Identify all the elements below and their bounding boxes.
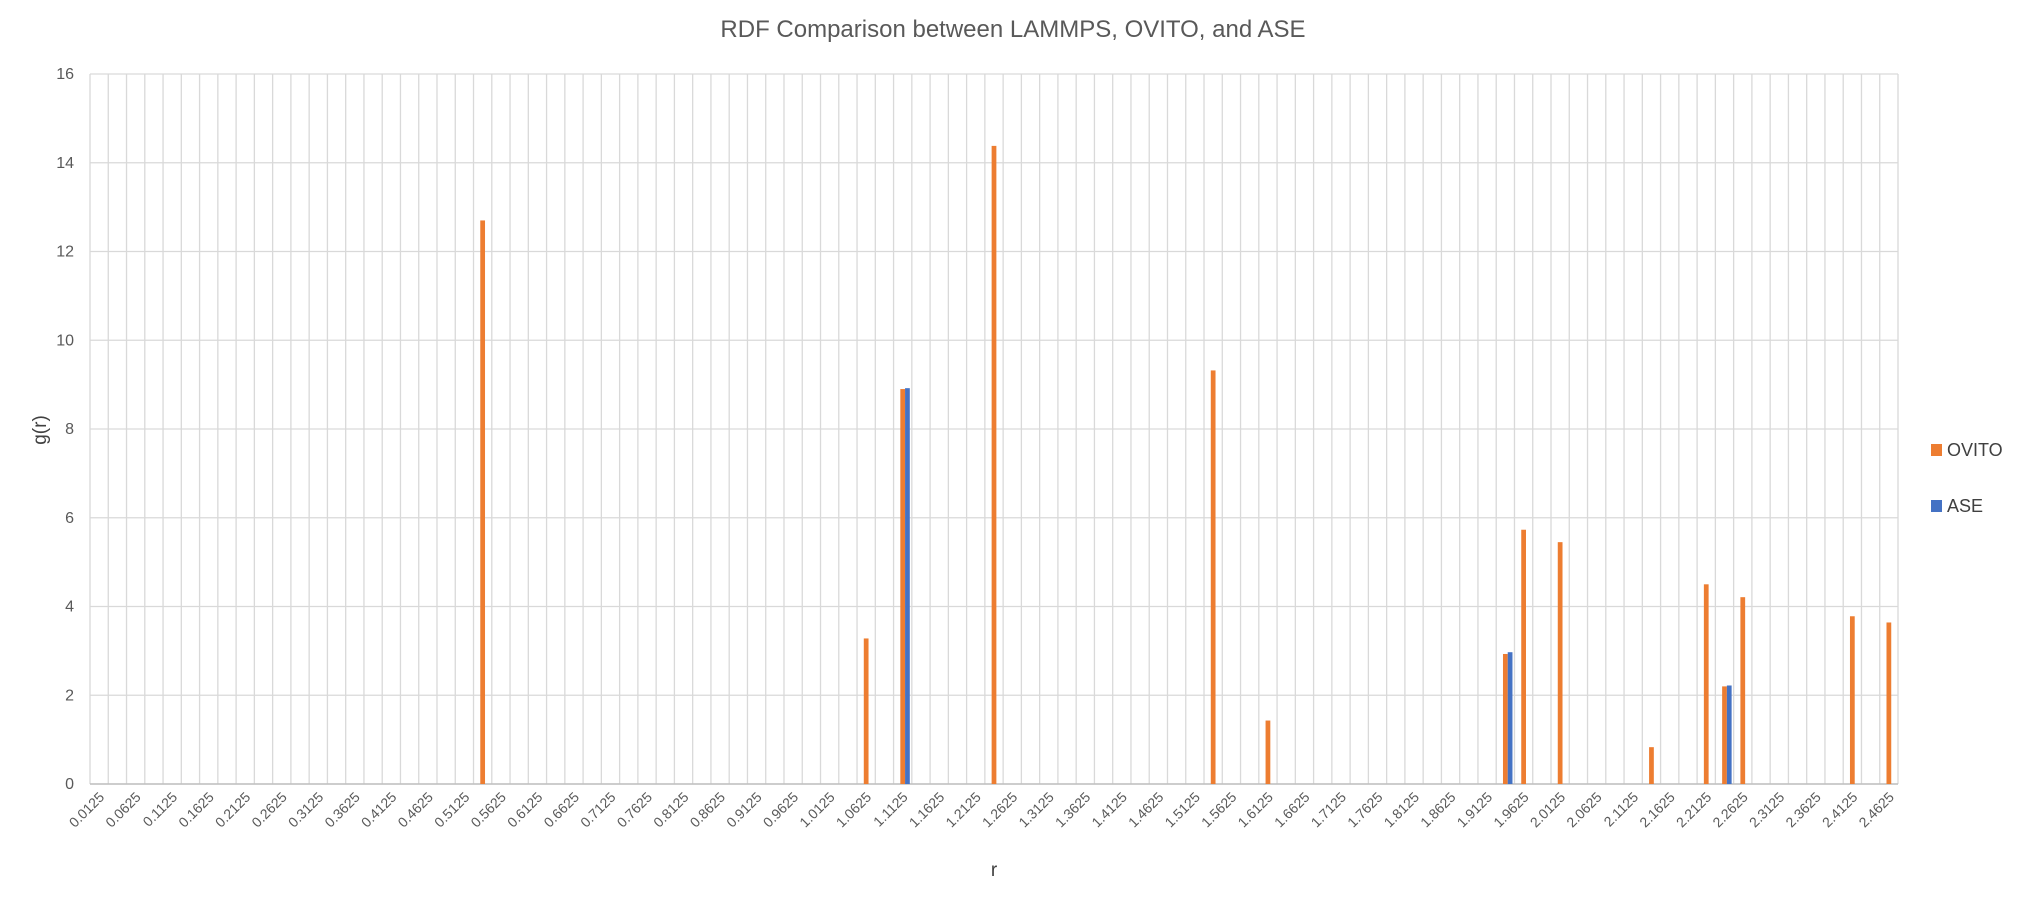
x-tick-label: 1.5125 [1161, 789, 1203, 831]
bar-ovito [991, 145, 997, 784]
x-tick-label: 1.0125 [796, 789, 838, 831]
legend-swatch [1931, 500, 1942, 512]
x-axis-ticks: 0.01250.06250.11250.16250.21250.26250.31… [66, 789, 1897, 831]
x-tick-label: 2.4625 [1855, 789, 1897, 831]
x-tick-label: 0.2625 [248, 789, 290, 831]
x-tick-label: 2.0125 [1527, 789, 1569, 831]
y-tick-label: 8 [65, 421, 74, 438]
x-tick-label: 0.6125 [504, 789, 546, 831]
x-tick-label: 0.1625 [175, 789, 217, 831]
y-axis-ticks: 0 2 4 6 8 10 12 14 16 [56, 66, 74, 793]
x-tick-label: 1.3625 [1052, 789, 1094, 831]
y-tick-label: 12 [56, 244, 74, 261]
bar-ovito [1521, 529, 1526, 784]
x-tick-label: 0.7125 [577, 789, 619, 831]
x-tick-label: 2.2625 [1709, 789, 1751, 831]
bar-ovito [900, 389, 906, 784]
bar-ovito [1649, 747, 1654, 784]
x-axis-label: r [991, 860, 998, 881]
y-tick-label: 6 [65, 510, 74, 527]
x-tick-label: 1.6125 [1234, 789, 1276, 831]
legend-swatch [1931, 444, 1942, 456]
x-tick-label: 0.1125 [139, 789, 180, 830]
bar-ovito [1886, 622, 1892, 784]
x-tick-label: 1.5625 [1198, 789, 1240, 831]
x-tick-label: 0.0625 [102, 789, 144, 831]
legend-item-ase: ASE [1931, 496, 1983, 516]
bar-ase [1726, 685, 1732, 784]
y-tick-label: 14 [56, 155, 74, 172]
x-tick-label: 1.1125 [870, 789, 911, 830]
bar-ovito [1210, 370, 1216, 784]
x-tick-label: 1.4125 [1088, 789, 1130, 831]
x-tick-label: 1.2125 [942, 789, 984, 831]
bar-ovito [1557, 542, 1563, 784]
x-tick-label: 0.5625 [467, 789, 509, 831]
bar-ovito [1849, 616, 1855, 784]
bar-ovito [480, 220, 486, 784]
x-tick-label: 0.8625 [687, 789, 729, 831]
x-tick-label: 2.4125 [1819, 789, 1861, 831]
legend-item-ovito: OVITO [1931, 440, 2003, 460]
x-tick-label: 1.7625 [1344, 789, 1386, 831]
x-tick-label: 1.7125 [1308, 789, 1350, 831]
bar-ovito [863, 638, 869, 784]
x-tick-label: 0.9125 [723, 789, 765, 831]
x-tick-label: 2.2125 [1673, 789, 1715, 831]
x-tick-label: 0.4125 [358, 789, 400, 831]
y-tick-label: 4 [65, 599, 74, 616]
bar-ovito [1265, 720, 1271, 784]
bar-ovito [1740, 597, 1746, 784]
x-tick-label: 2.1625 [1636, 789, 1678, 831]
x-tick-label: 0.9625 [760, 789, 802, 831]
x-tick-label: 0.4625 [394, 789, 436, 831]
chart-title: RDF Comparison between LAMMPS, OVITO, an… [720, 16, 1305, 43]
gridlines [89, 73, 1899, 785]
x-tick-label: 2.3125 [1746, 789, 1788, 831]
bar-ase [1507, 652, 1513, 784]
x-tick-label: 0.8125 [650, 789, 692, 831]
x-tick-label: 1.6625 [1271, 789, 1313, 831]
x-tick-label: 0.5125 [431, 789, 473, 831]
y-axis-label: g(r) [30, 415, 51, 445]
x-tick-label: 1.1625 [906, 789, 948, 831]
x-tick-label: 0.7625 [614, 789, 656, 831]
x-tick-label: 1.9625 [1490, 789, 1532, 831]
x-tick-label: 2.0625 [1563, 789, 1605, 831]
y-tick-label: 2 [65, 687, 74, 704]
bar-ase [905, 388, 910, 784]
y-tick-label: 10 [56, 332, 74, 349]
x-tick-label: 0.3625 [321, 789, 363, 831]
legend-label: ASE [1947, 496, 1983, 516]
x-tick-label: 0.2125 [212, 789, 254, 831]
y-tick-label: 0 [65, 776, 74, 793]
x-tick-label: 1.2625 [979, 789, 1021, 831]
x-tick-label: 0.3125 [285, 789, 327, 831]
bars [480, 145, 1892, 784]
x-tick-label: 0.6625 [540, 789, 582, 831]
legend-label: OVITO [1947, 440, 2003, 460]
x-tick-label: 2.1125 [1600, 789, 1641, 830]
bar-ovito [1502, 653, 1508, 784]
x-tick-label: 1.4625 [1125, 789, 1167, 831]
x-tick-label: 1.3125 [1015, 789, 1057, 831]
y-tick-label: 16 [56, 66, 74, 83]
legend: OVITO ASE [1931, 440, 2003, 516]
bar-ovito [1703, 584, 1709, 784]
x-tick-label: 1.8625 [1417, 789, 1459, 831]
x-tick-label: 2.3625 [1782, 789, 1824, 831]
bar-ovito [1722, 686, 1727, 784]
x-tick-label: 1.9125 [1454, 789, 1496, 831]
x-tick-label: 0.0125 [66, 789, 108, 831]
x-tick-label: 1.0625 [833, 789, 875, 831]
x-tick-label: 1.8125 [1381, 789, 1423, 831]
